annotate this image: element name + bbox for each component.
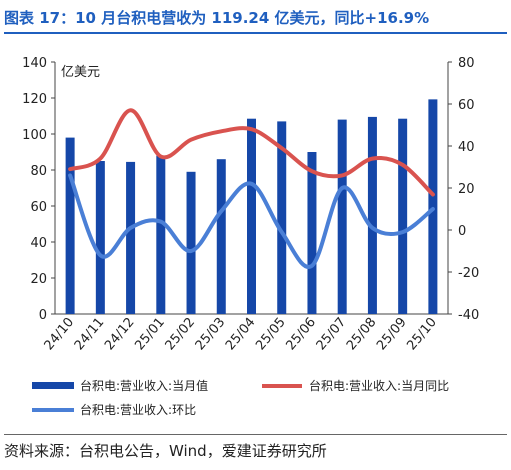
y-right-tick-label: -40 bbox=[458, 308, 479, 323]
y-left-tick-label: 40 bbox=[30, 236, 47, 251]
x-tick-label: 25/03 bbox=[193, 315, 229, 353]
bar-monthly-revenue bbox=[277, 121, 287, 315]
bar-monthly-revenue bbox=[95, 161, 105, 314]
source-divider bbox=[4, 434, 507, 435]
y-left-tick-label: 140 bbox=[22, 56, 47, 71]
y-left-tick-label: 80 bbox=[30, 164, 47, 179]
x-tick-label: 25/05 bbox=[253, 315, 289, 353]
chart-title: 图表 17：10 月台积电营收为 119.24 亿美元，同比+16.9% bbox=[4, 9, 430, 27]
x-tick-label: 25/07 bbox=[314, 315, 350, 353]
y-right-tick-label: 80 bbox=[458, 56, 475, 71]
bar-monthly-revenue bbox=[186, 171, 196, 314]
y-right-tick-label: 60 bbox=[458, 98, 475, 113]
x-tick-label: 25/08 bbox=[344, 315, 380, 353]
x-tick-label: 25/04 bbox=[223, 315, 259, 353]
x-tick-label: 25/01 bbox=[132, 315, 168, 353]
bar-monthly-revenue bbox=[156, 155, 166, 314]
y-left-tick-label: 60 bbox=[30, 200, 47, 215]
line-mom-growth bbox=[68, 173, 435, 269]
bar-monthly-revenue bbox=[398, 118, 408, 314]
chart-canvas: 亿美元 0 20 40 60 80 100 120 140 -40 -20 0 20 40 60 80 2… bbox=[22, 56, 479, 417]
legend-swatch-monthly bbox=[32, 382, 74, 389]
y-right-tick-label: 20 bbox=[458, 182, 475, 197]
bar-monthly-revenue bbox=[126, 161, 136, 314]
bar-monthly-revenue bbox=[367, 116, 377, 315]
x-tick-label: 25/06 bbox=[283, 315, 319, 353]
y-left-tick-label: 20 bbox=[30, 272, 47, 287]
y-right-tick-label: -20 bbox=[458, 266, 479, 281]
source-note: 资料来源：台积电公告，Wind，爱建证券研究所 bbox=[4, 442, 327, 460]
legend-label-yoy: 台积电:营业收入:当月同比 bbox=[309, 378, 449, 393]
bar-monthly-revenue bbox=[307, 152, 317, 314]
legend-label-monthly: 台积电:营业收入:当月值 bbox=[80, 378, 208, 393]
y-left-tick-label: 0 bbox=[39, 308, 47, 323]
x-tick-label: 25/09 bbox=[374, 315, 410, 353]
bar-monthly-revenue bbox=[216, 159, 226, 314]
y-right-tick-label: 40 bbox=[458, 140, 475, 155]
bar-monthly-revenue bbox=[337, 119, 347, 314]
y-left-tick-label: 120 bbox=[22, 92, 47, 107]
y-left-tick-label: 100 bbox=[22, 128, 47, 143]
title-divider bbox=[4, 32, 507, 34]
x-tick-label: 24/12 bbox=[102, 315, 138, 353]
bar-monthly-revenue bbox=[65, 137, 75, 314]
bar-monthly-revenue bbox=[428, 99, 438, 314]
x-tick-label: 25/02 bbox=[163, 315, 199, 353]
y-right-tick-label: 0 bbox=[458, 224, 466, 239]
line-yoy-growth bbox=[68, 108, 435, 197]
y-left-unit-label: 亿美元 bbox=[61, 65, 100, 80]
legend-label-mom: 台积电:营业收入:环比 bbox=[80, 402, 196, 417]
x-tick-label: 24/11 bbox=[72, 315, 108, 353]
bar-monthly-revenue bbox=[247, 118, 256, 314]
x-tick-label: 25/10 bbox=[404, 315, 440, 353]
